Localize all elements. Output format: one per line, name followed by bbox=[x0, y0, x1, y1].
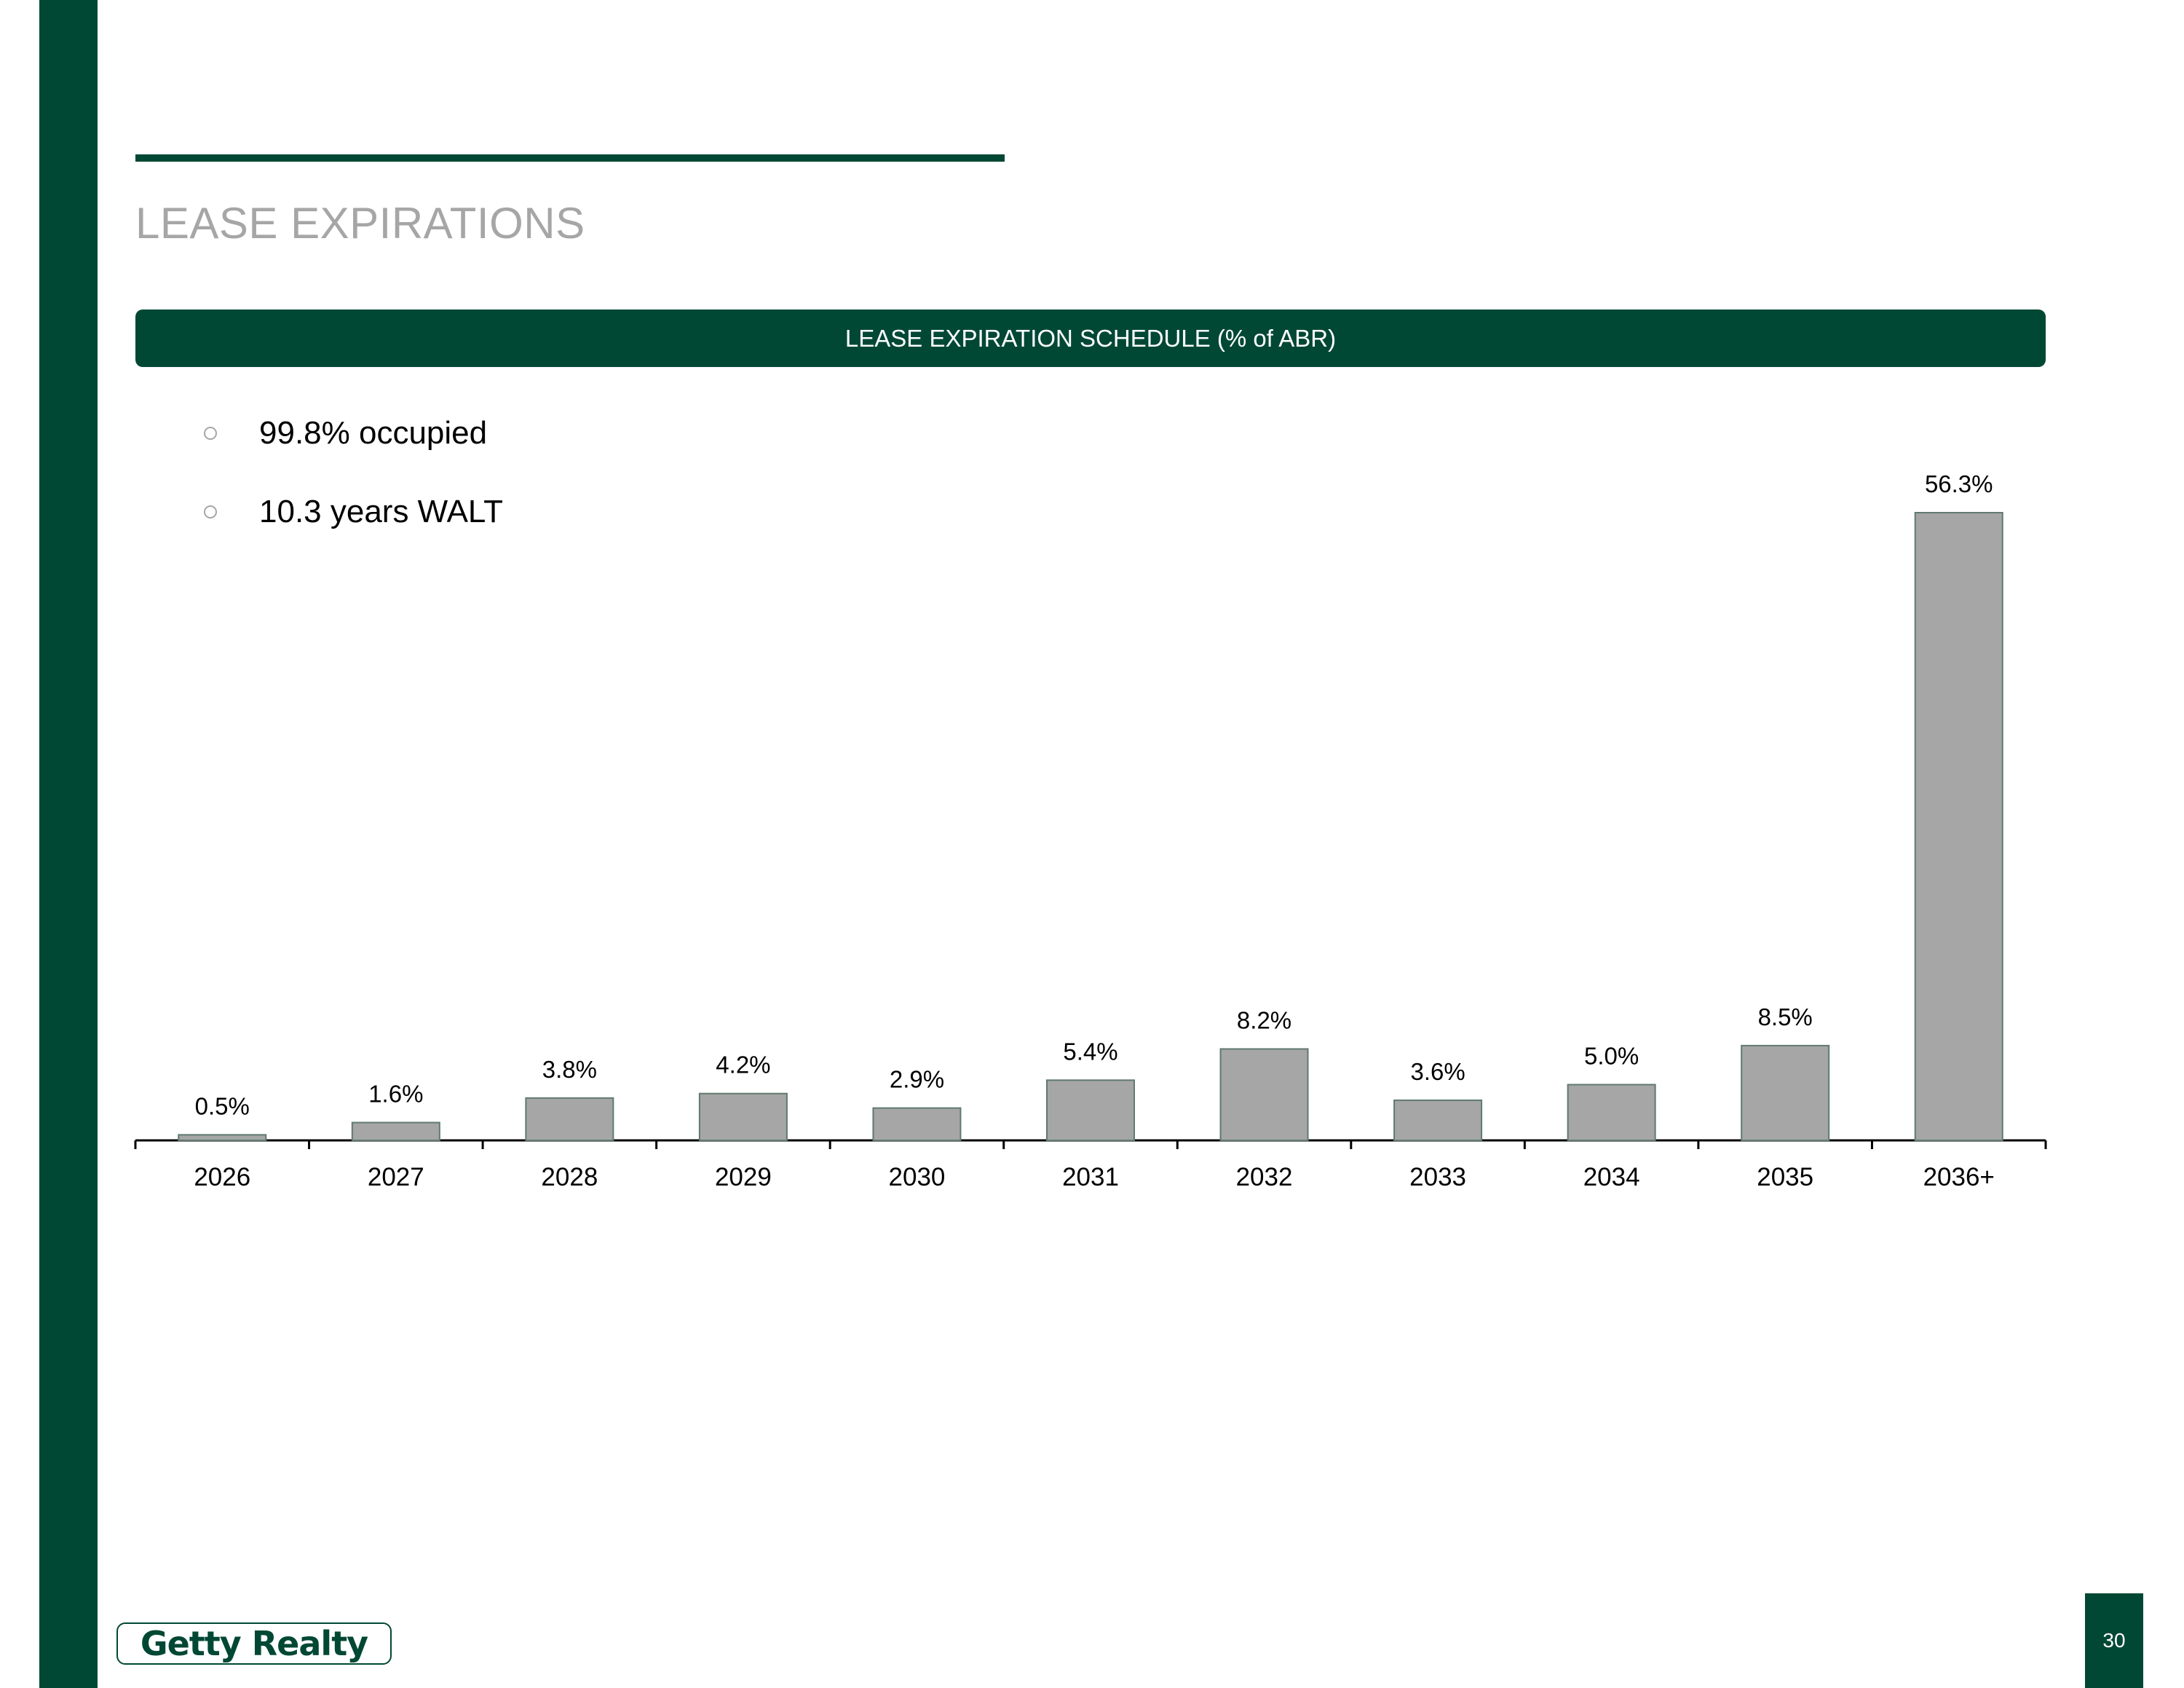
getty-realty-logo: Getty Realty bbox=[116, 1622, 392, 1665]
chart-banner: LEASE EXPIRATION SCHEDULE (% of ABR) bbox=[135, 309, 2046, 367]
data-label-2035: 8.5% bbox=[1758, 1003, 1813, 1030]
page-title: LEASE EXPIRATIONS bbox=[135, 199, 585, 248]
x-tick-label-2031: 2031 bbox=[1062, 1163, 1119, 1191]
bar-2027 bbox=[351, 1121, 440, 1142]
bar-2036+ bbox=[1914, 512, 2003, 1141]
circle-bullet-icon bbox=[204, 427, 217, 440]
data-label-2027: 1.6% bbox=[368, 1081, 423, 1108]
x-tick-label-2035: 2035 bbox=[1757, 1163, 1813, 1191]
x-tick-label-2027: 2027 bbox=[368, 1163, 424, 1191]
x-tick-label-2033: 2033 bbox=[1409, 1163, 1466, 1191]
bar-2030 bbox=[872, 1107, 962, 1142]
bullet-item: 10.3 years WALT bbox=[204, 494, 503, 530]
bar-2033 bbox=[1393, 1099, 1483, 1141]
data-label-2028: 3.8% bbox=[542, 1056, 597, 1083]
data-label-2034: 5.0% bbox=[1584, 1042, 1639, 1069]
page-number: 30 bbox=[2085, 1593, 2143, 1688]
bullet-item: 99.8% occupied bbox=[204, 415, 503, 451]
x-tick-label-2029: 2029 bbox=[715, 1163, 772, 1191]
left-accent-bar bbox=[39, 0, 98, 1688]
bullet-text: 10.3 years WALT bbox=[259, 494, 504, 529]
data-label-2031: 5.4% bbox=[1063, 1038, 1117, 1065]
data-label-2033: 3.6% bbox=[1410, 1058, 1465, 1085]
bar-2029 bbox=[698, 1092, 788, 1141]
bar-2032 bbox=[1219, 1048, 1309, 1142]
bar-2028 bbox=[525, 1097, 614, 1142]
data-label-2029: 4.2% bbox=[716, 1052, 770, 1078]
x-tick-label-2030: 2030 bbox=[889, 1163, 946, 1191]
x-tick-label-2028: 2028 bbox=[541, 1163, 598, 1191]
bar-2035 bbox=[1741, 1044, 1830, 1141]
circle-bullet-icon bbox=[204, 505, 217, 518]
bullet-text: 99.8% occupied bbox=[259, 415, 488, 451]
bar-2034 bbox=[1567, 1084, 1656, 1141]
lease-expiration-chart: 0.5% 2026 1.6% 2027 3.8% 2028 4.2% 2029 2.9% 2030… bbox=[134, 470, 2047, 1191]
x-tick-label-2032: 2032 bbox=[1236, 1163, 1293, 1191]
x-tick-label-2026: 2026 bbox=[194, 1163, 250, 1191]
data-label-2036+: 56.3% bbox=[1925, 470, 1993, 497]
data-label-2030: 2.9% bbox=[890, 1066, 944, 1093]
bullet-list: 99.8% occupied 10.3 years WALT bbox=[204, 415, 503, 572]
data-label-2026: 0.5% bbox=[195, 1092, 250, 1119]
title-rule bbox=[135, 154, 1005, 162]
x-tick-label-2036+: 2036+ bbox=[1923, 1163, 1995, 1191]
x-tick-label-2034: 2034 bbox=[1583, 1163, 1640, 1191]
bar-2031 bbox=[1046, 1079, 1135, 1142]
data-label-2032: 8.2% bbox=[1237, 1006, 1291, 1033]
bar-2026 bbox=[178, 1134, 267, 1142]
